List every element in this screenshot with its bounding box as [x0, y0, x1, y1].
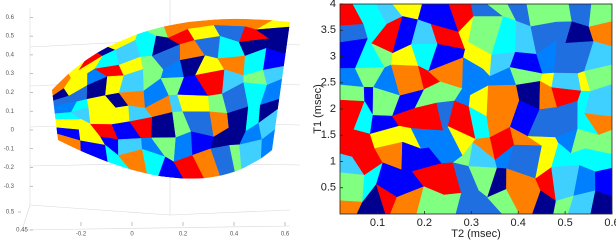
y-tick-label: 0.5 — [6, 210, 15, 216]
y-tick-label: 3 — [330, 50, 336, 62]
patch — [340, 129, 355, 158]
patch — [588, 21, 612, 47]
x-tick-label: 0.6 — [604, 217, 616, 229]
z-tick-label: -0.1 — [4, 146, 15, 152]
patch — [475, 190, 503, 214]
patch — [532, 190, 557, 214]
patch — [455, 190, 480, 214]
y-tick-label: 0.5 — [321, 182, 336, 194]
x-tick-label: 0.3 — [464, 217, 479, 229]
patch — [340, 172, 365, 203]
x-tick-label: 0.4 — [511, 217, 526, 229]
y-tick-label: 1 — [330, 155, 336, 167]
z-tick-label: -0.3 — [4, 184, 15, 190]
y-tick-label: 3.5 — [321, 24, 336, 36]
patch — [340, 200, 363, 214]
z-tick-label: 0.5 — [6, 34, 15, 40]
y-axis-label: T1 (msec) — [312, 84, 324, 134]
patch — [584, 129, 612, 155]
patch — [260, 129, 276, 159]
patch — [88, 107, 117, 125]
z-tick-label: -0.2 — [4, 165, 15, 171]
x-tick-label: 0.4 — [230, 232, 239, 238]
patch — [584, 113, 612, 136]
z-tick-label: 0.3 — [6, 71, 15, 77]
y-tick-label: 0.45 — [16, 228, 28, 234]
patch — [390, 186, 425, 214]
patch — [433, 192, 462, 214]
patch — [590, 190, 612, 214]
patch — [595, 167, 612, 197]
patch — [340, 84, 365, 102]
z-tick-label: 0.1 — [6, 109, 15, 115]
surface-panel: 0.6 0.5 0.4 0.3 0.2 0.1 0 -0.1 -0.2 -0.3 -0.2 0 0.2 0… — [4, 15, 290, 238]
map-patches — [340, 4, 612, 214]
z-tick-label: 0.6 — [6, 15, 15, 21]
x-tick-label: 0.2 — [417, 217, 432, 229]
patch — [584, 84, 612, 117]
x-tick-label: 0.1 — [370, 217, 385, 229]
x-tick-label: -0.2 — [76, 232, 87, 238]
y-tick-label: 4 — [330, 0, 336, 10]
x-tick-label: 0 — [130, 232, 134, 238]
z-tick-label: 0 — [11, 128, 15, 134]
y-tick-label: 1.5 — [321, 129, 336, 141]
y-tick-label: 2.5 — [321, 77, 336, 89]
patch — [584, 148, 612, 173]
map-panel: 0.1 0.2 0.3 0.4 0.5 0.6 0.5 1 1.5 2 2.5 3 3.5 4 T2 (ms… — [312, 0, 616, 240]
y-tick-label: 2 — [330, 103, 336, 115]
z-tick-label: 0.2 — [6, 90, 15, 96]
x-tick-label: 0.2 — [179, 232, 188, 238]
patch — [553, 195, 575, 214]
patch — [588, 4, 612, 28]
surface-patches — [52, 18, 290, 179]
x-tick-label: 0.5 — [557, 217, 572, 229]
z-tick-label: 0.4 — [6, 52, 15, 58]
patch — [177, 94, 210, 113]
patch — [584, 41, 612, 72]
patch — [375, 183, 398, 214]
patch — [486, 188, 520, 214]
x-axis-label: T2 (msec) — [451, 228, 501, 240]
patch — [584, 64, 612, 92]
patch — [567, 190, 596, 214]
patch — [505, 188, 542, 214]
x-tick-label: 0.6 — [281, 232, 290, 238]
